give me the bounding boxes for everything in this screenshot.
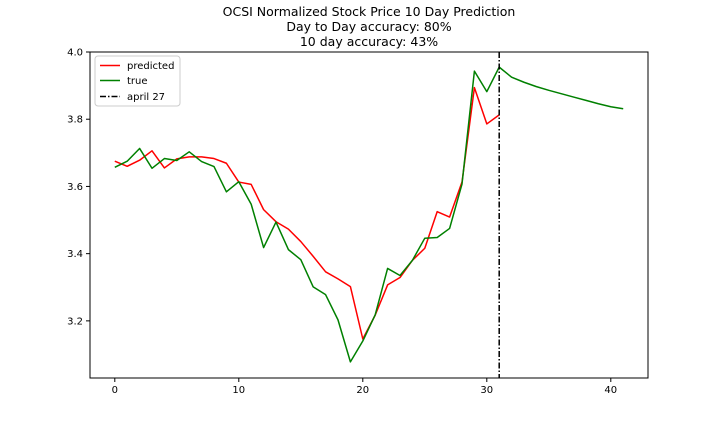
legend-label-april-27: april 27 — [127, 92, 165, 103]
x-tick-label: 20 — [356, 385, 369, 396]
y-tick-label: 3.8 — [67, 115, 83, 126]
y-tick-label: 4.0 — [67, 48, 83, 59]
x-tick-label: 0 — [112, 385, 118, 396]
x-axis: 0 10 20 30 40 — [112, 378, 618, 396]
y-tick-label: 3.2 — [67, 316, 83, 327]
chart-title: OCSI Normalized Stock Price 10 Day Predi… — [223, 4, 516, 49]
legend: predicted true april 27 — [95, 56, 180, 106]
legend-label-true: true — [127, 76, 148, 87]
chart-title-line-2: Day to Day accuracy: 80% — [286, 19, 451, 34]
y-axis: 3.2 3.4 3.6 3.8 4.0 — [67, 48, 90, 328]
chart-title-line-1: OCSI Normalized Stock Price 10 Day Predi… — [223, 4, 516, 19]
chart-title-line-3: 10 day accuracy: 43% — [300, 34, 438, 49]
x-tick-label: 40 — [604, 385, 617, 396]
legend-label-predicted: predicted — [127, 61, 174, 72]
series-line-true — [115, 67, 623, 362]
x-tick-label: 10 — [232, 385, 245, 396]
y-tick-label: 3.6 — [67, 182, 83, 193]
y-tick-label: 3.4 — [67, 249, 83, 260]
x-tick-label: 30 — [480, 385, 493, 396]
series-line-predicted — [115, 88, 499, 339]
